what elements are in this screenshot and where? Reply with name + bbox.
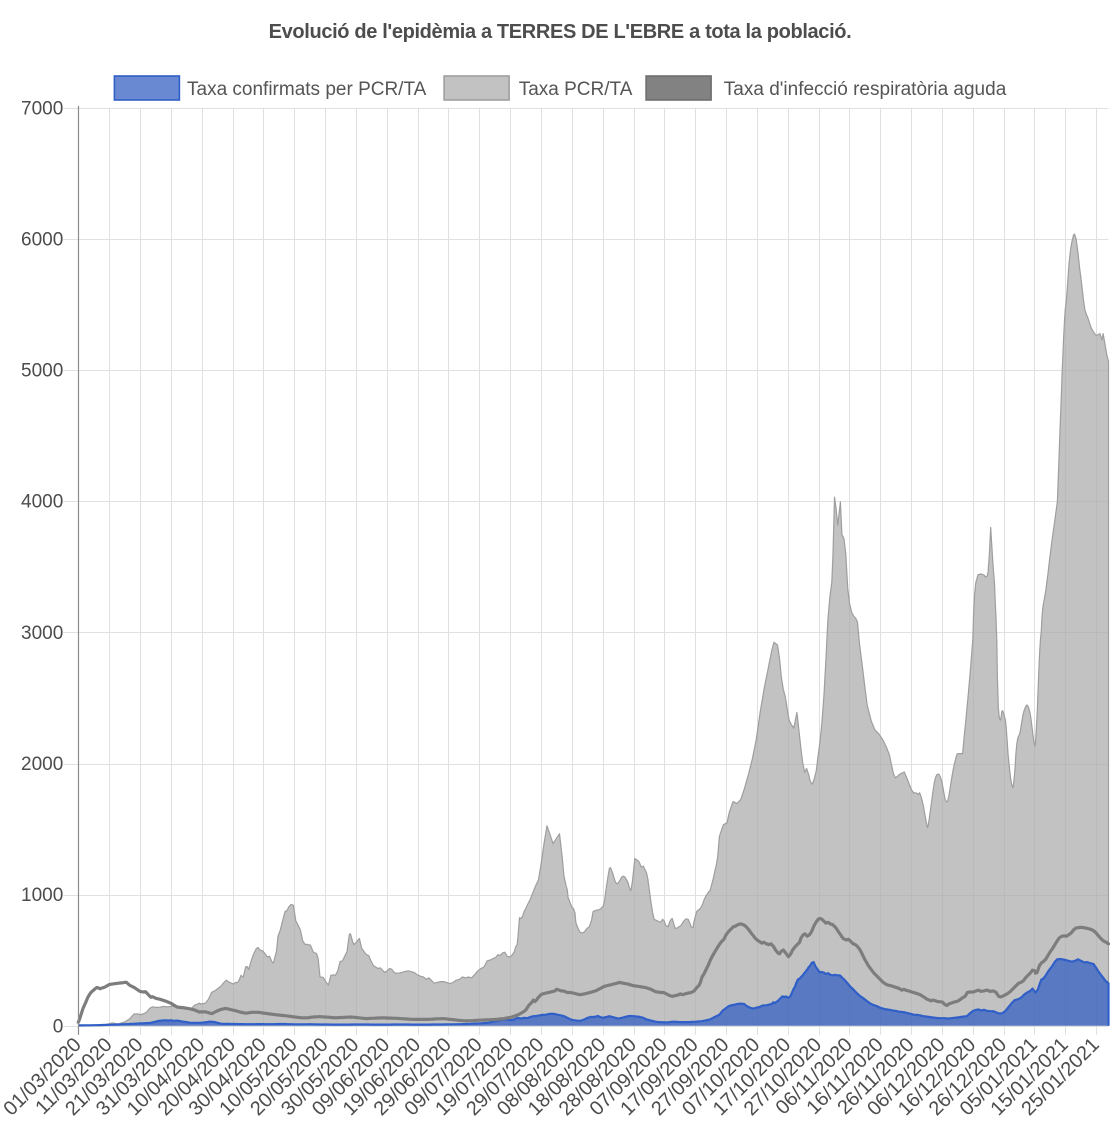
svg-text:7000: 7000 [21, 98, 63, 119]
svg-text:Evolució de l'epidèmia a TERRE: Evolució de l'epidèmia a TERRES DE L'EBR… [269, 21, 852, 43]
svg-text:1000: 1000 [21, 885, 63, 906]
svg-text:3000: 3000 [21, 623, 63, 644]
svg-text:4000: 4000 [21, 492, 63, 513]
svg-text:0: 0 [53, 1016, 64, 1037]
svg-text:6000: 6000 [21, 230, 63, 251]
svg-text:Taxa confirmats per PCR/TA: Taxa confirmats per PCR/TA [187, 79, 427, 100]
svg-text:Taxa PCR/TA: Taxa PCR/TA [519, 79, 633, 100]
svg-text:5000: 5000 [21, 361, 63, 382]
svg-text:Taxa d'infecció respiratòria a: Taxa d'infecció respiratòria aguda [724, 79, 1007, 100]
svg-text:2000: 2000 [21, 754, 63, 775]
